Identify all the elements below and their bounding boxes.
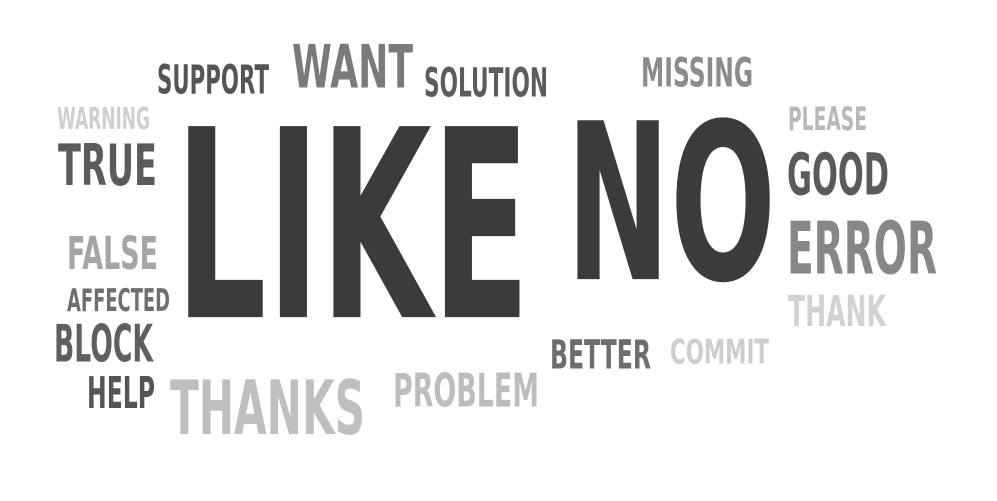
- word-support: SUPPORT: [157, 56, 269, 104]
- word-like: LIKE: [175, 73, 530, 380]
- word-problem: PROBLEM: [393, 363, 539, 418]
- word-please: PLEASE: [788, 100, 867, 138]
- word-warning: WARNING: [57, 101, 150, 137]
- word-block: BLOCK: [54, 313, 153, 375]
- word-error: ERROR: [787, 206, 937, 291]
- word-thanks: THANKS: [170, 364, 365, 452]
- word-help: HELP: [87, 367, 155, 419]
- word-thank: THANK: [788, 286, 886, 337]
- word-affected: AFFECTED: [67, 282, 170, 319]
- word-commit: COMMIT: [670, 331, 769, 372]
- word-want: WANT: [292, 31, 413, 102]
- word-good: GOOD: [787, 140, 889, 209]
- word-better: BETTER: [550, 331, 651, 379]
- word-true: TRUE: [58, 131, 157, 199]
- word-missing: MISSING: [641, 49, 753, 97]
- word-false: FALSE: [67, 226, 158, 280]
- word-no: NO: [566, 76, 776, 332]
- word-solution: SOLUTION: [424, 59, 548, 107]
